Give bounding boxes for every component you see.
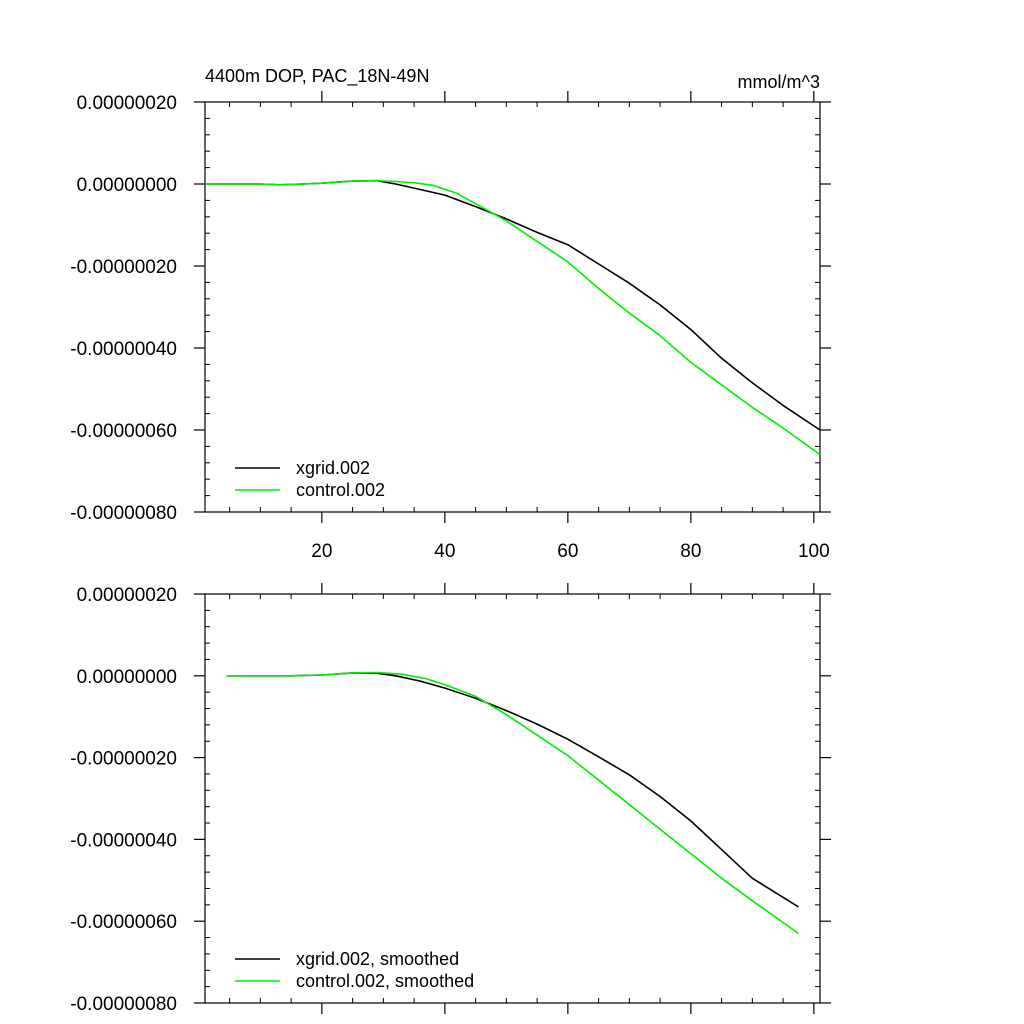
legend-label: control.002, smoothed xyxy=(296,971,474,991)
y-tick-label: -0.00000020 xyxy=(70,749,177,770)
chart-title: 4400m DOP, PAC_18N-49N xyxy=(205,66,429,87)
y-tick-label: -0.00000080 xyxy=(70,994,177,1015)
y-tick-label: -0.00000020 xyxy=(70,257,177,278)
y-tick-label: 0.00000000 xyxy=(77,175,177,196)
y-tick-label: -0.00000060 xyxy=(70,912,177,933)
x-tick-label: 40 xyxy=(434,541,455,562)
series-line-2 xyxy=(226,671,799,935)
x-tick-label: 80 xyxy=(680,541,701,562)
y-tick-label: 0.00000000 xyxy=(77,667,177,688)
y-tick-label: -0.00000060 xyxy=(70,421,177,442)
plot-frame xyxy=(204,593,821,1004)
legend-label: xgrid.002 xyxy=(296,458,370,478)
series-line-2 xyxy=(205,179,821,456)
y-tick-label: -0.00000040 xyxy=(70,339,177,360)
y-tick-label: -0.00000040 xyxy=(70,830,177,851)
chart-panel-1: 20 40 60 80 100 0.00000020 0.00000000 -0.000000… xyxy=(70,66,831,562)
chart-panel-2: 0.00000020 0.00000000 -0.00000020 -0.000000… xyxy=(70,583,831,1015)
units-label: mmol/m^3 xyxy=(738,72,820,92)
legend-label: control.002 xyxy=(296,480,385,500)
x-tick-label: 60 xyxy=(557,541,578,562)
plot-frame xyxy=(204,101,821,513)
x-tick-label: 20 xyxy=(311,541,332,562)
y-tick-label: 0.00000020 xyxy=(77,585,177,606)
series-line-1 xyxy=(205,179,821,431)
x-tick-label: 100 xyxy=(798,541,830,562)
y-tick-label: -0.00000080 xyxy=(70,503,177,524)
legend-label: xgrid.002, smoothed xyxy=(296,949,459,969)
y-tick-label: 0.00000020 xyxy=(77,93,177,114)
